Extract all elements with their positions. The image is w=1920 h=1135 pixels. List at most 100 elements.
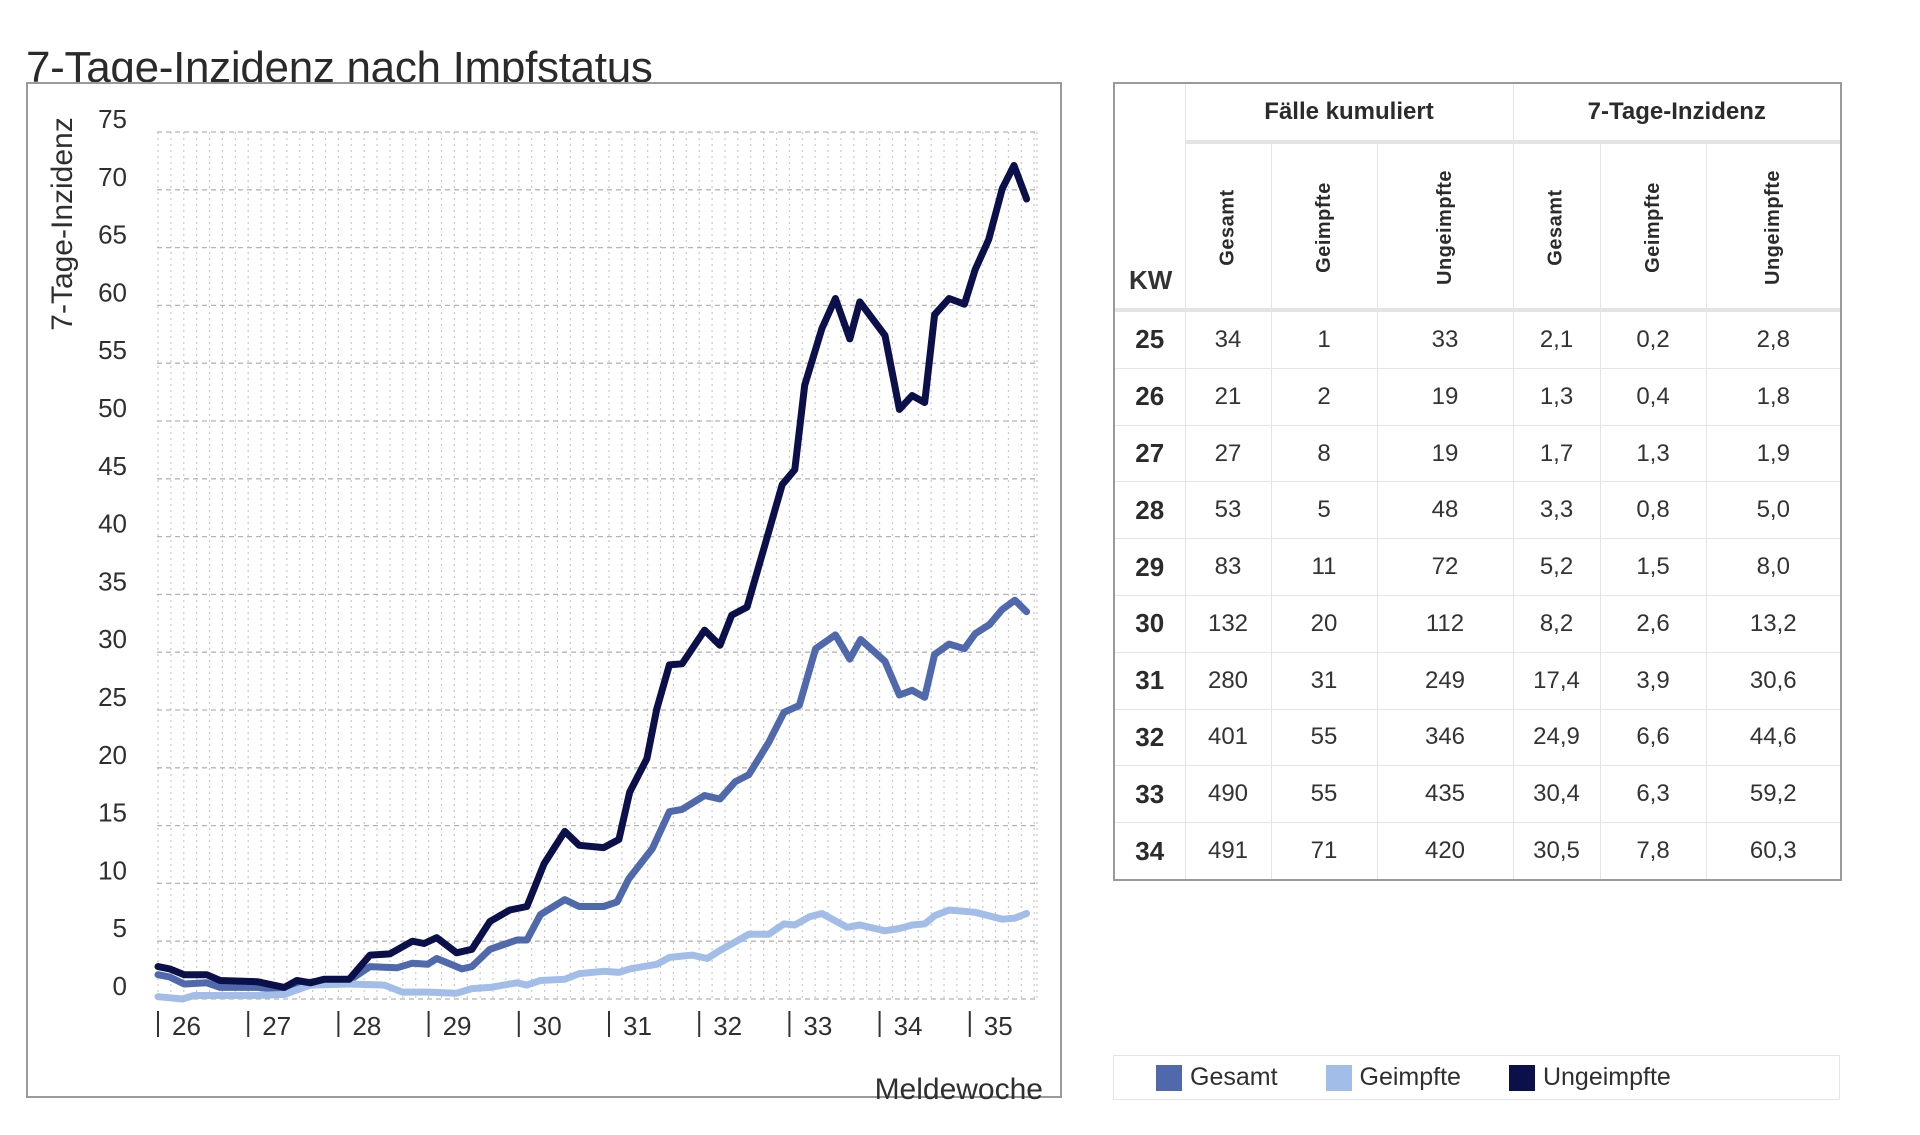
legend-swatch-geimpfte: [1325, 1064, 1352, 1091]
table-cell: 0,8: [1599, 481, 1707, 540]
table-cell: 20: [1270, 595, 1378, 653]
table-cell: 435: [1376, 765, 1514, 824]
kw-cell: 31: [1115, 651, 1186, 710]
table-cell: 53: [1184, 481, 1272, 540]
x-tick-label: 26: [172, 1011, 201, 1041]
subheader-label: Gesamt: [1545, 189, 1567, 266]
table-cell: 1,5: [1599, 538, 1707, 596]
table-subheader-row: Gesamt Geimpfte Ungeimpfte Gesamt Geimpf…: [1115, 141, 1840, 312]
table-cell: 71: [1270, 822, 1378, 879]
table-cell: 8,0: [1705, 538, 1840, 596]
table-cell: 11: [1270, 538, 1378, 596]
data-table: KW Fälle kumuliert 7-Tage-Inzidenz Gesam…: [1115, 84, 1840, 879]
subheader-inzidenz-ungeimpfte: Ungeimpfte: [1705, 141, 1840, 312]
x-tick-label: 30: [533, 1011, 562, 1041]
table-cell: 7,8: [1599, 822, 1707, 879]
y-tick-label: 30: [98, 624, 127, 654]
table-cell: 1: [1270, 309, 1378, 369]
table-row: 27 27 8 19 1,7 1,3 1,9: [1115, 424, 1840, 483]
table-cell: 2,1: [1512, 309, 1601, 369]
table-cell: 55: [1270, 708, 1378, 767]
table-cell: 1,3: [1512, 367, 1601, 426]
table-cell: 132: [1184, 595, 1272, 653]
table-cell: 34: [1184, 309, 1272, 369]
group-header-faelle-kumuliert: Fälle kumuliert: [1184, 84, 1514, 144]
table-cell: 13,2: [1705, 595, 1840, 653]
table-cell: 30,4: [1512, 765, 1601, 824]
table-cell: 24,9: [1512, 708, 1601, 767]
table-cell: 0,4: [1599, 367, 1707, 426]
y-tick-label: 35: [98, 566, 127, 596]
y-tick-label: 55: [98, 335, 127, 365]
table-cell: 27: [1184, 424, 1272, 483]
table-cell: 420: [1376, 822, 1514, 879]
chart-legend: Gesamt Geimpfte Ungeimpfte: [1113, 1055, 1840, 1100]
table-cell: 44,6: [1705, 708, 1840, 767]
legend-label: Geimpfte: [1359, 1063, 1461, 1091]
kw-cell: 25: [1115, 309, 1186, 369]
subheader-label: Geimpfte: [1641, 182, 1664, 273]
y-tick-label: 5: [113, 913, 127, 943]
table-cell: 6,6: [1599, 708, 1707, 767]
table-row: 32 401 55 346 24,9 6,6 44,6: [1115, 708, 1840, 767]
table-cell: 0,2: [1599, 309, 1707, 369]
y-tick-label: 70: [98, 162, 127, 192]
legend-label: Gesamt: [1190, 1063, 1278, 1091]
y-tick-label: 25: [98, 682, 127, 712]
table-cell: 8: [1270, 424, 1378, 483]
table-cell: 83: [1184, 538, 1272, 596]
table-body: 25 34 1 33 2,1 0,2 2,8 26 21 2 19 1,3 0,4 1,8 27 27 8 19 1…: [1115, 309, 1840, 879]
table-cell: 30,5: [1512, 822, 1601, 879]
table-row: 34 491 71 420 30,5 7,8 60,3: [1115, 822, 1840, 879]
table-cell: 60,3: [1705, 822, 1840, 879]
table-cell: 401: [1184, 708, 1272, 767]
kw-cell: 26: [1115, 367, 1186, 426]
table-cell: 1,3: [1599, 424, 1707, 483]
legend-swatch-ungeimpfte: [1508, 1064, 1535, 1091]
subheader-label: Geimpfte: [1312, 182, 1335, 273]
x-tick-label: 35: [984, 1011, 1013, 1041]
table-cell: 490: [1184, 765, 1272, 824]
subheader-inzidenz-gesamt: Gesamt: [1512, 141, 1601, 312]
kw-cell: 30: [1115, 595, 1186, 653]
subheader-inzidenz-geimpfte: Geimpfte: [1599, 141, 1707, 312]
y-tick-label: 45: [98, 451, 127, 481]
y-tick-label: 50: [98, 393, 127, 423]
y-tick-label: 15: [98, 798, 127, 828]
table-group-header-row: KW Fälle kumuliert 7-Tage-Inzidenz: [1115, 84, 1840, 312]
line-chart-panel: 0 5 10 15 20 25 30 35 40 45 50 55 60 65 70 75 26 27 28 29 30…: [26, 82, 1062, 1100]
table-row: 28 53 5 48 3,3 0,8 5,0: [1115, 481, 1840, 540]
subheader-faelle-gesamt: Gesamt: [1184, 141, 1272, 312]
table-cell: 346: [1376, 708, 1514, 767]
table-cell: 30,6: [1705, 651, 1840, 710]
legend-swatch-gesamt: [1156, 1064, 1182, 1091]
x-tick-label: 34: [894, 1011, 923, 1041]
y-tick-label: 10: [98, 855, 127, 885]
table-cell: 2: [1270, 367, 1378, 426]
table-cell: 33: [1376, 309, 1514, 369]
legend-label: Ungeimpfte: [1542, 1063, 1671, 1091]
kw-cell: 28: [1115, 481, 1186, 540]
y-tick-label: 40: [98, 509, 127, 539]
subheader-label: Gesamt: [1216, 189, 1239, 266]
kw-cell: 27: [1115, 424, 1186, 483]
table-row: 33 490 55 435 30,4 6,3 59,2: [1115, 765, 1840, 824]
table-row: 26 21 2 19 1,3 0,4 1,8: [1115, 367, 1840, 426]
table-row: 29 83 11 72 5,2 1,5 8,0: [1115, 538, 1840, 596]
subheader-faelle-ungeimpfte: Ungeimpfte: [1376, 141, 1514, 312]
group-header-7-tage-inzidenz: 7-Tage-Inzidenz: [1512, 84, 1840, 144]
x-tick-label: 28: [352, 1011, 381, 1041]
table-cell: 21: [1184, 367, 1272, 426]
table-row: 25 34 1 33 2,1 0,2 2,8: [1115, 309, 1840, 369]
table-cell: 72: [1376, 538, 1514, 596]
x-tick-label: 29: [443, 1011, 472, 1041]
table-cell: 8,2: [1512, 595, 1601, 653]
line-chart: 0 5 10 15 20 25 30 35 40 45 50 55 60 65 70 75 26 27 28 29 30…: [46, 104, 1043, 1100]
y-axis-title: 7-Tage-Inzidenz: [46, 117, 79, 330]
subheader-label: Ungeimpfte: [1433, 170, 1456, 285]
table-cell: 112: [1376, 595, 1514, 653]
table-row: 30 132 20 112 8,2 2,6 13,2: [1115, 595, 1840, 653]
kw-cell: 33: [1115, 765, 1186, 824]
table-cell: 3,3: [1512, 481, 1601, 540]
table-cell: 3,9: [1599, 651, 1707, 710]
